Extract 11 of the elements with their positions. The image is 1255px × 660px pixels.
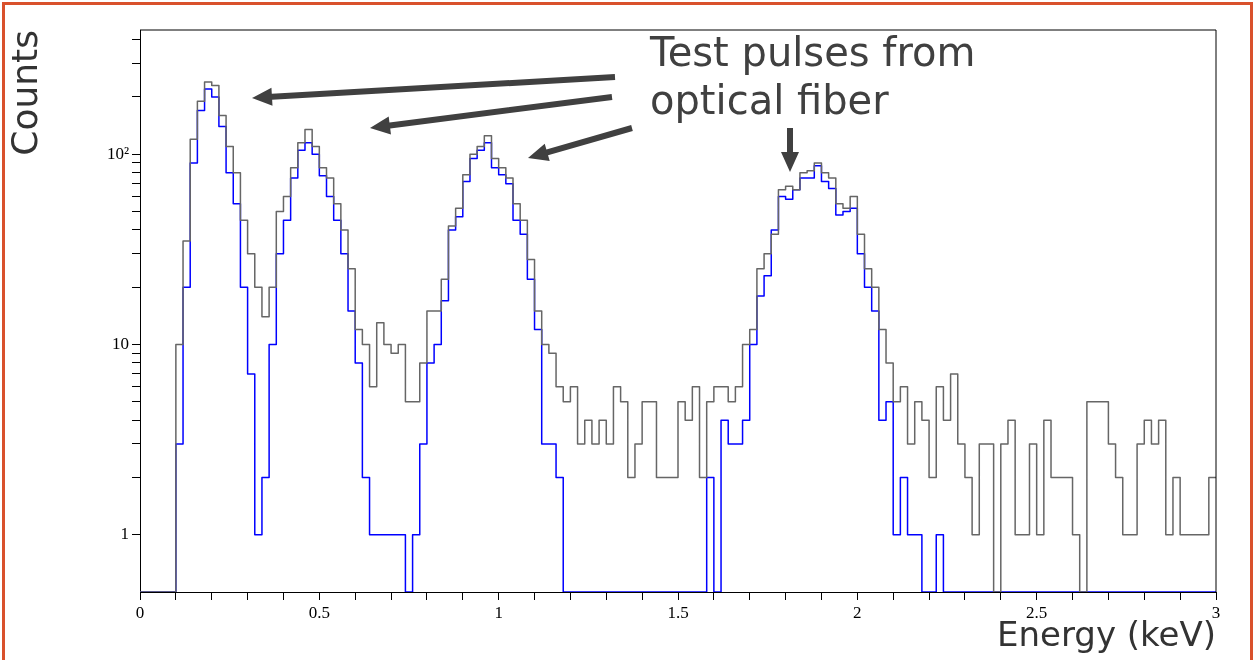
x-tick-label: 0 (135, 602, 145, 622)
y-tick-label: 10² (106, 143, 129, 163)
x-tick-label: 2 (853, 602, 862, 622)
y-axis-title: Counts (3, 30, 45, 156)
x-tick-label: 3 (1211, 602, 1221, 622)
annotation: Test pulses from optical fiber (650, 28, 977, 124)
y-tick-label: 1 (120, 524, 129, 544)
x-tick-label: 0.5 (308, 602, 330, 622)
x-tick-label: 1.5 (667, 602, 689, 622)
y-tick-label: 10 (112, 333, 129, 353)
x-tick-label: 1 (494, 602, 503, 622)
